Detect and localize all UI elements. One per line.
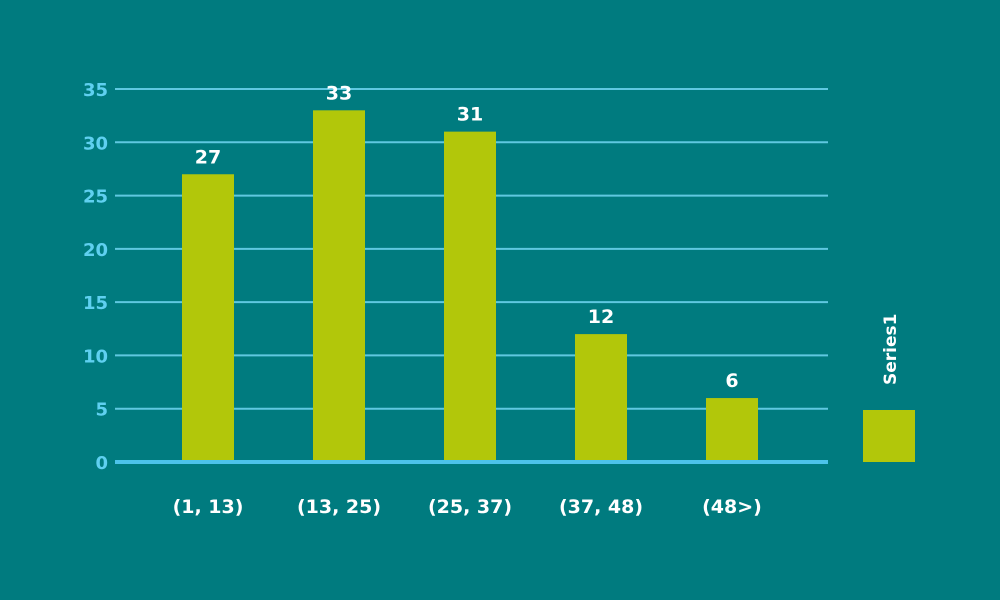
bar: [182, 174, 234, 462]
legend-label: Series1: [881, 314, 901, 385]
x-tick-label: (25, 37): [428, 496, 512, 518]
bar: [706, 398, 758, 462]
data-label: 31: [457, 104, 483, 126]
y-tick-label: 5: [95, 400, 108, 421]
legend-swatch: [863, 410, 915, 462]
y-tick-label: 0: [95, 453, 108, 474]
bars: [182, 110, 758, 463]
x-tick-label: (13, 25): [297, 496, 381, 518]
x-tick-label: (48>): [702, 496, 762, 518]
y-tick-label: 35: [83, 80, 108, 101]
legend: Series1: [863, 314, 915, 462]
data-label: 27: [195, 146, 221, 168]
bar: [444, 131, 496, 462]
data-label: 6: [725, 370, 738, 392]
x-tick-label: (1, 13): [173, 496, 244, 518]
y-tick-label: 10: [83, 346, 108, 367]
x-axis-ticks: (1, 13) (13, 25) (25, 37) (37, 48) (48>): [173, 496, 762, 518]
bar: [575, 334, 627, 462]
y-axis-ticks: 0 5 10 15 20 25 30 35: [83, 80, 108, 474]
y-tick-label: 30: [83, 133, 108, 154]
y-tick-label: 15: [83, 293, 108, 314]
bar: [313, 110, 365, 463]
y-tick-label: 25: [83, 187, 108, 208]
data-label: 33: [326, 82, 352, 104]
y-tick-label: 20: [83, 240, 108, 261]
data-labels: 27 33 31 12 6: [195, 82, 739, 392]
x-tick-label: (37, 48): [559, 496, 643, 518]
data-label: 12: [588, 306, 614, 328]
